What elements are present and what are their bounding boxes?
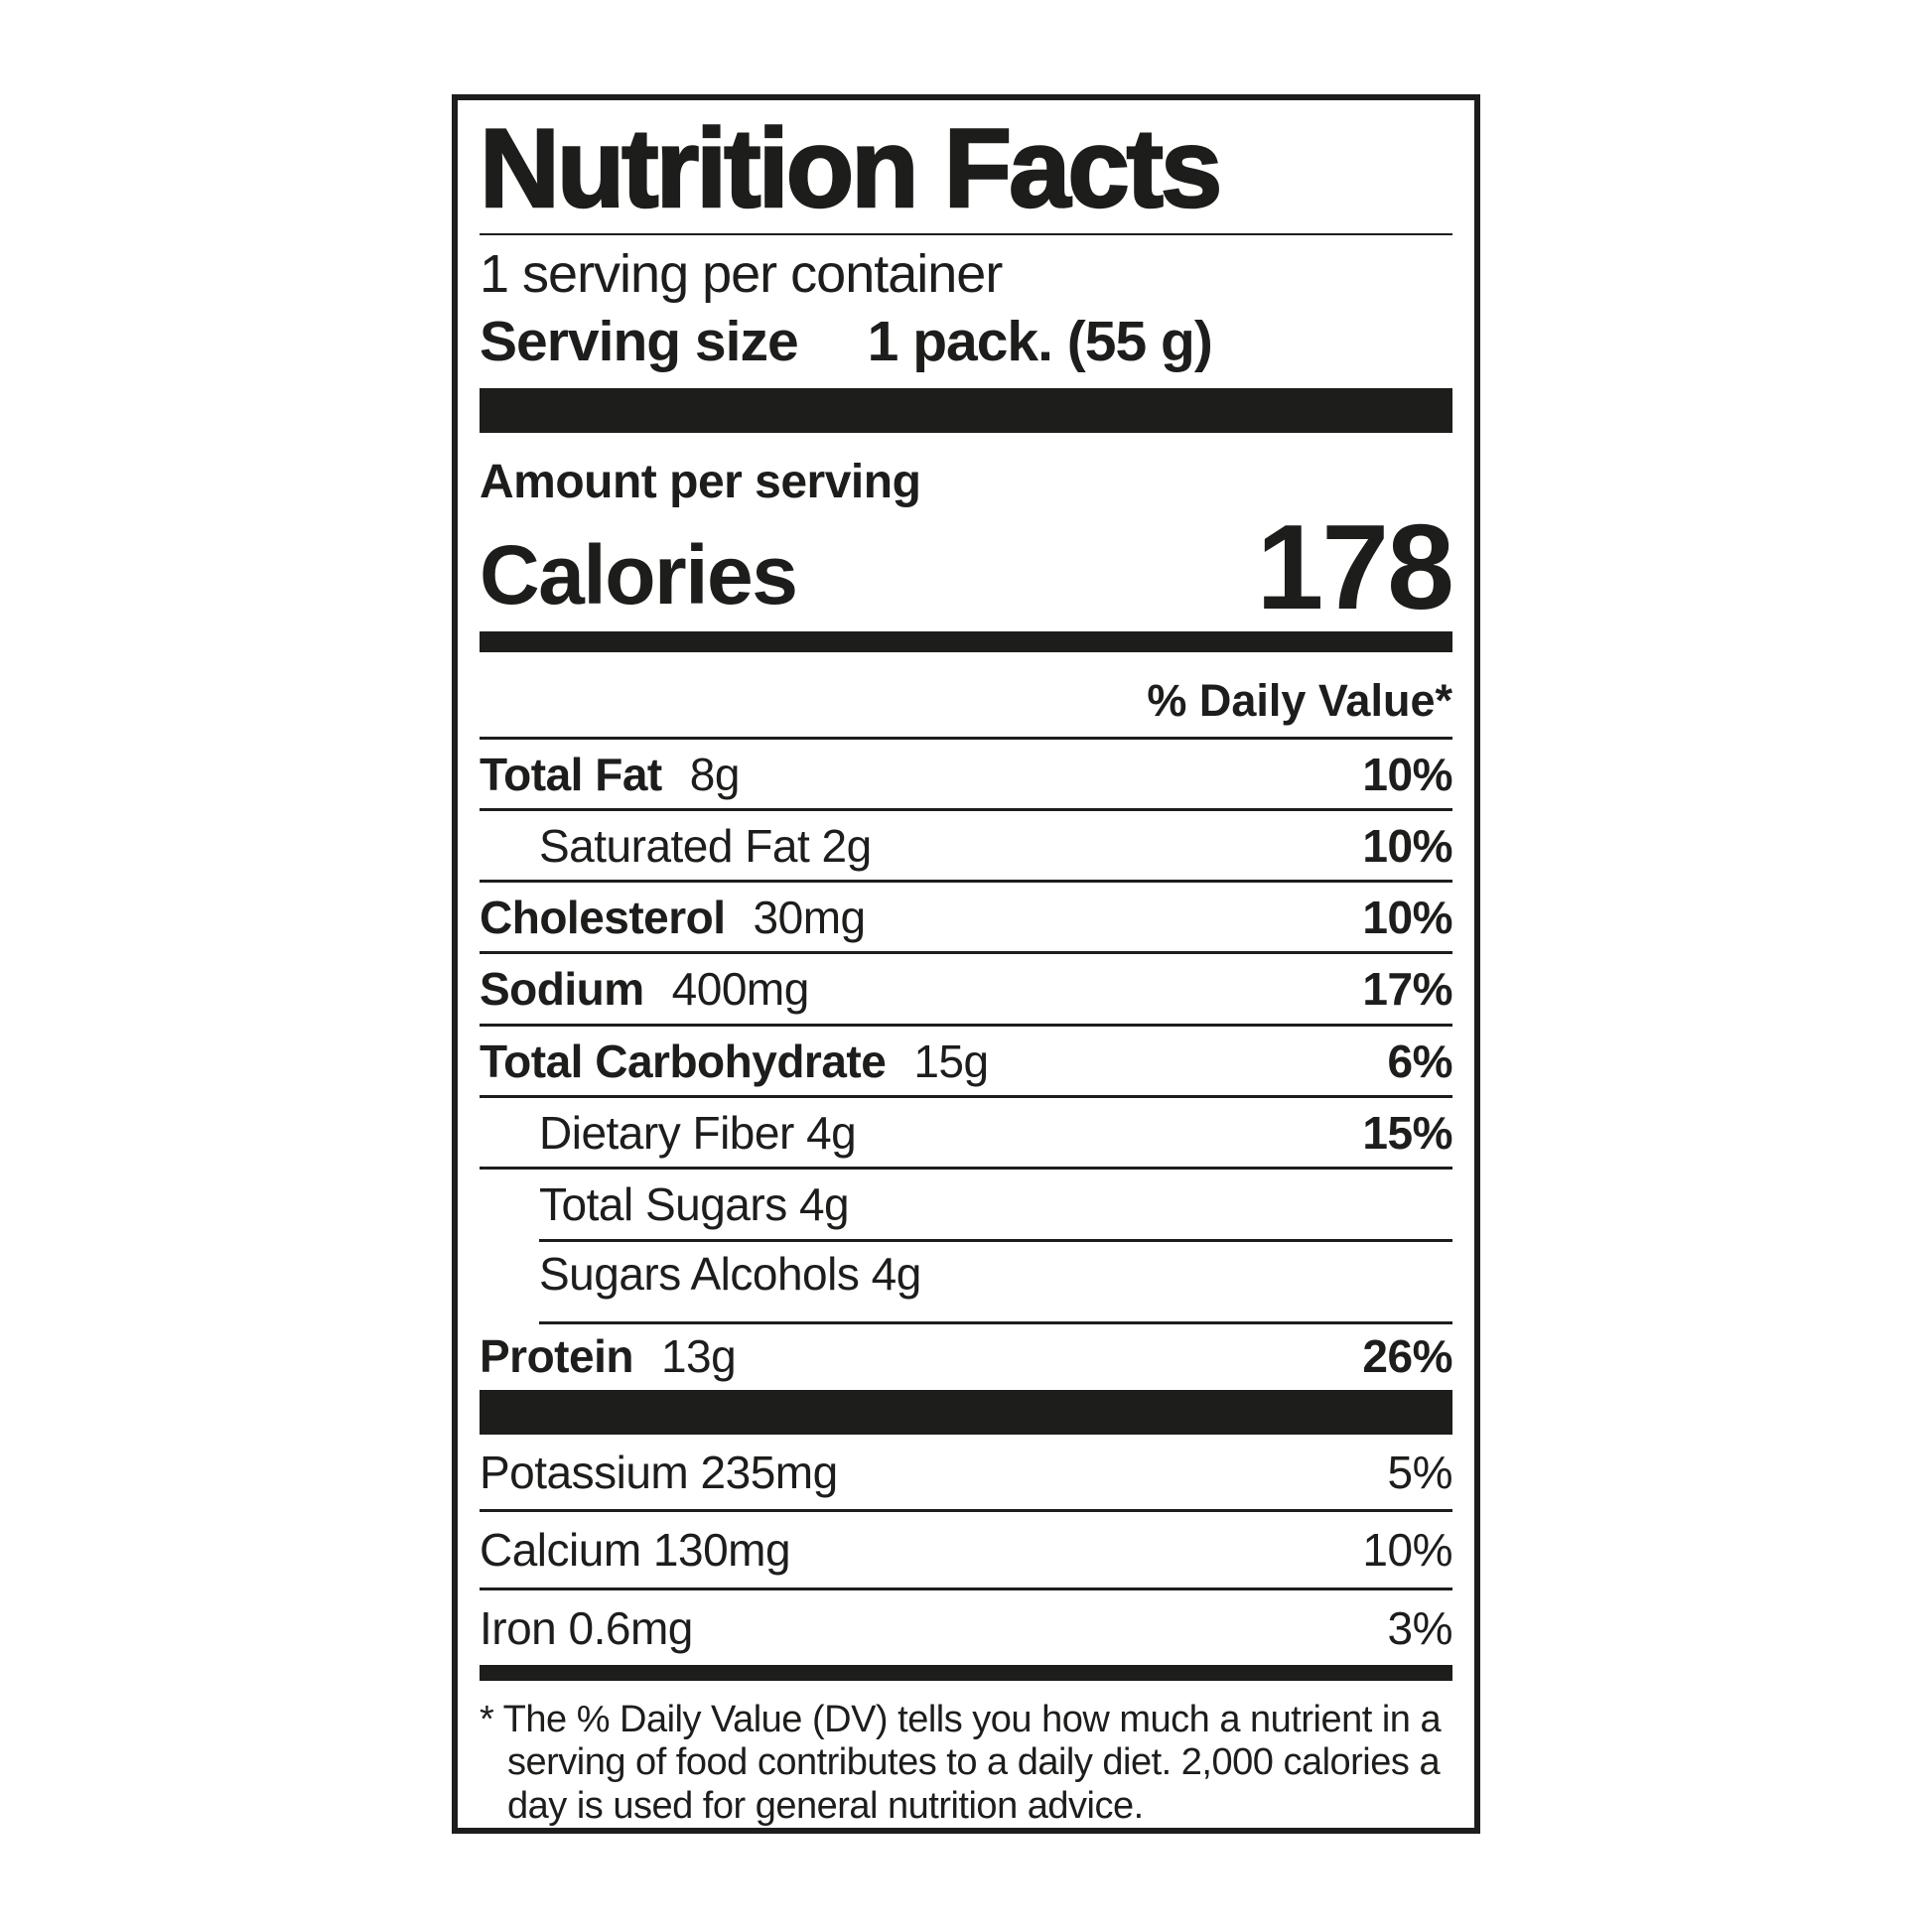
nutrient-row-total-fat: Total Fat 8g 10% bbox=[480, 736, 1452, 808]
nutrient-name: Total Sugars 4g bbox=[539, 1178, 850, 1231]
nutrient-daily-value: 10% bbox=[1362, 892, 1452, 944]
nutrient-row-saturated-fat: Saturated Fat 2g 10% bbox=[480, 807, 1452, 880]
servings-per-container: 1 serving per container bbox=[480, 244, 1003, 305]
nutrient-row-sodium: Sodium 400mg 17% bbox=[480, 951, 1452, 1023]
divider-bar-footnote bbox=[480, 1665, 1452, 1682]
calories-value: 178 bbox=[1256, 499, 1454, 635]
label-title: Nutrition Facts bbox=[479, 106, 1224, 230]
serving-size-label: Serving size bbox=[480, 309, 799, 373]
nutrient-amount: 15g bbox=[913, 1035, 989, 1087]
nutrient-amount: 30mg bbox=[753, 892, 867, 944]
nutrient-name: Sugars Alcohols 4g bbox=[539, 1247, 921, 1300]
divider-bar-top bbox=[480, 388, 1452, 434]
nutrient-amount: 13g bbox=[660, 1329, 737, 1382]
nutrient-daily-value: 15% bbox=[1362, 1106, 1452, 1159]
nutrient-daily-value: 26% bbox=[1362, 1329, 1452, 1382]
mineral-name: Iron 0.6mg bbox=[480, 1601, 693, 1654]
nutrient-name: Protein bbox=[480, 1329, 633, 1382]
nutrient-name: Total Carbohydrate bbox=[480, 1035, 887, 1087]
serving-size-value: 1 pack. (55 g) bbox=[867, 309, 1213, 373]
nutrient-name: Cholesterol bbox=[480, 892, 726, 944]
amount-per-serving-label: Amount per serving bbox=[480, 456, 921, 509]
nutrient-daily-value: 10% bbox=[1362, 819, 1452, 872]
nutrient-name: Total Fat bbox=[480, 748, 662, 800]
nutrient-daily-value: 10% bbox=[1362, 748, 1452, 800]
nutrient-daily-value: 6% bbox=[1387, 1035, 1453, 1087]
divider-bar-protein bbox=[480, 1390, 1452, 1436]
nutrient-row-cholesterol: Cholesterol 30mg 10% bbox=[480, 880, 1452, 951]
nutrient-name: Dietary Fiber 4g bbox=[539, 1106, 857, 1159]
serving-size-row: Serving size 1 pack. (55 g) bbox=[480, 305, 1452, 389]
daily-value-header: % Daily Value* bbox=[1147, 674, 1452, 726]
nutrient-row-total-carbohydrate: Total Carbohydrate 15g 6% bbox=[480, 1023, 1453, 1095]
daily-value-footnote: * The % Daily Value (DV) tells you how m… bbox=[480, 1699, 1442, 1827]
nutrient-row-sugars-alcohols: Sugars Alcohols 4g bbox=[480, 1238, 1452, 1321]
mineral-row-calcium: Calcium 130mg 10% bbox=[480, 1509, 1452, 1587]
mineral-daily-value: 5% bbox=[1387, 1447, 1453, 1499]
mineral-name: Calcium 130mg bbox=[480, 1524, 791, 1577]
mineral-row-potassium: Potassium 235mg 5% bbox=[480, 1435, 1453, 1509]
divider-bar-calories bbox=[480, 630, 1452, 652]
mineral-row-iron: Iron 0.6mg 3% bbox=[480, 1587, 1453, 1665]
mineral-daily-value: 10% bbox=[1362, 1524, 1452, 1577]
nutrient-row-dietary-fiber: Dietary Fiber 4g 15% bbox=[480, 1094, 1452, 1167]
nutrient-amount: 8g bbox=[689, 748, 741, 800]
minerals-section: Potassium 235mg 5% Calcium 130mg 10% Iro… bbox=[480, 1435, 1453, 1665]
title-divider bbox=[480, 232, 1452, 236]
nutrient-row-total-sugars: Total Sugars 4g bbox=[480, 1167, 1452, 1238]
mineral-name: Potassium 235mg bbox=[480, 1447, 838, 1499]
calories-label: Calories bbox=[480, 527, 798, 621]
nutrient-daily-value: 17% bbox=[1362, 963, 1452, 1016]
nutrient-name: Sodium bbox=[480, 963, 644, 1016]
nutrient-amount: 400mg bbox=[671, 963, 810, 1016]
nutrient-row-protein: Protein 13g 26% bbox=[480, 1320, 1452, 1390]
calories-row: Calories 178 bbox=[480, 499, 1454, 635]
nutrient-name: Saturated Fat 2g bbox=[539, 819, 872, 872]
nutrition-facts-label: Nutrition Facts 1 serving per container … bbox=[452, 94, 1480, 1834]
mineral-daily-value: 3% bbox=[1387, 1601, 1453, 1654]
